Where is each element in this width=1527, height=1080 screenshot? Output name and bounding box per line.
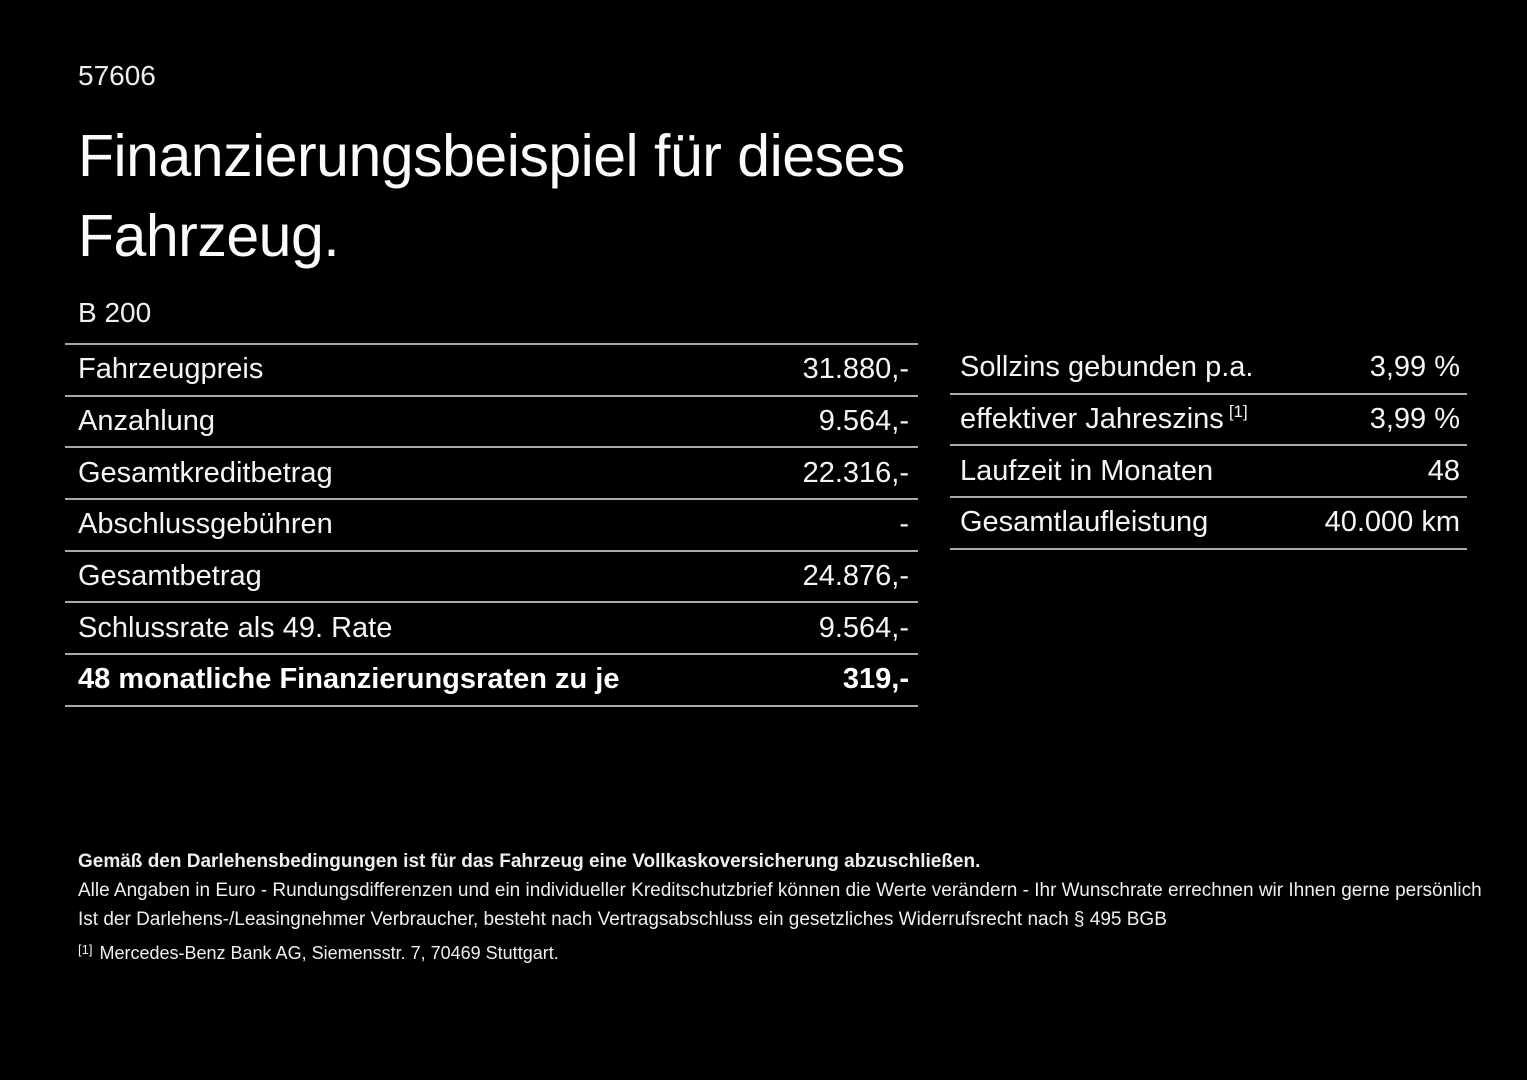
page-title-line1: Finanzierungsbeispiel für dieses	[78, 123, 905, 189]
table-row-monthly-rate: 48 monatliche Finanzierungsraten zu je 3…	[65, 655, 918, 707]
table-row: Gesamtbetrag 24.876,-	[65, 552, 918, 604]
row-label: effektiver Jahreszins [1]	[960, 402, 1248, 436]
footnote-text: Mercedes-Benz Bank AG, Siemensstr. 7, 70…	[99, 943, 559, 963]
row-value: 22.316,-	[802, 456, 909, 489]
page-title: Finanzierungsbeispiel für dieses Fahrzeu…	[78, 116, 905, 276]
row-label: Gesamtlaufleistung	[960, 506, 1209, 539]
table-row: Schlussrate als 49. Rate 9.564,-	[65, 603, 918, 656]
footnote-reference: [1]	[1228, 402, 1248, 422]
table-row: effektiver Jahreszins [1] 3,99 %	[950, 395, 1467, 447]
table-row: Abschlussgebühren -	[65, 500, 918, 552]
table-row: Fahrzeugpreis 31.880,-	[65, 345, 918, 397]
row-label: Gesamtbetrag	[78, 560, 262, 593]
row-label: Schlussrate als 49. Rate	[78, 611, 393, 644]
table-row: Anzahlung 9.564,-	[65, 397, 918, 449]
row-value: 48	[1427, 454, 1460, 487]
row-label: Anzahlung	[78, 405, 216, 438]
doc-number: 57606	[78, 60, 156, 91]
row-value: 9.564,-	[818, 405, 909, 438]
footnote: [1] Mercedes-Benz Bank AG, Siemensstr. 7,…	[78, 942, 559, 964]
row-value: 3,99 %	[1369, 403, 1460, 436]
row-value: 3,99 %	[1369, 351, 1460, 384]
row-label: 48 monatliche Finanzierungsraten zu je	[78, 663, 620, 696]
row-value: 319,-	[842, 663, 909, 696]
row-value: 9.564,-	[818, 611, 909, 644]
table-row: Laufzeit in Monaten 48	[950, 446, 1467, 499]
row-label-text: effektiver Jahreszins	[960, 403, 1224, 436]
insurance-note: Gemäß den Darlehensbedingungen ist für d…	[78, 851, 981, 872]
finance-table: Fahrzeugpreis 31.880,- Anzahlung 9.564,-…	[65, 343, 918, 707]
row-value: -	[899, 508, 909, 541]
table-row: Gesamtkreditbetrag 22.316,-	[65, 448, 918, 501]
row-value: 40.000 km	[1324, 506, 1460, 539]
row-label: Abschlussgebühren	[78, 508, 333, 541]
table-row: Gesamtlaufleistung 40.000 km	[950, 498, 1467, 550]
row-label: Gesamtkreditbetrag	[78, 456, 333, 489]
page-title-line2: Fahrzeug.	[78, 203, 340, 269]
table-row: Sollzins gebunden p.a. 3,99 %	[950, 343, 1467, 395]
disclaimer-line-1: Alle Angaben in Euro - Rundungsdifferenz…	[78, 880, 1482, 901]
footnote-marker: [1]	[78, 942, 93, 957]
row-label: Laufzeit in Monaten	[960, 454, 1214, 487]
conditions-table: Sollzins gebunden p.a. 3,99 % effektiver…	[950, 343, 1467, 550]
row-label: Sollzins gebunden p.a.	[960, 351, 1254, 384]
model-name: B 200	[78, 297, 152, 328]
row-label: Fahrzeugpreis	[78, 353, 264, 386]
row-value: 24.876,-	[802, 560, 909, 593]
row-value: 31.880,-	[802, 353, 909, 386]
disclaimer-line-2: Ist der Darlehens-/Leasingnehmer Verbrau…	[78, 909, 1167, 930]
